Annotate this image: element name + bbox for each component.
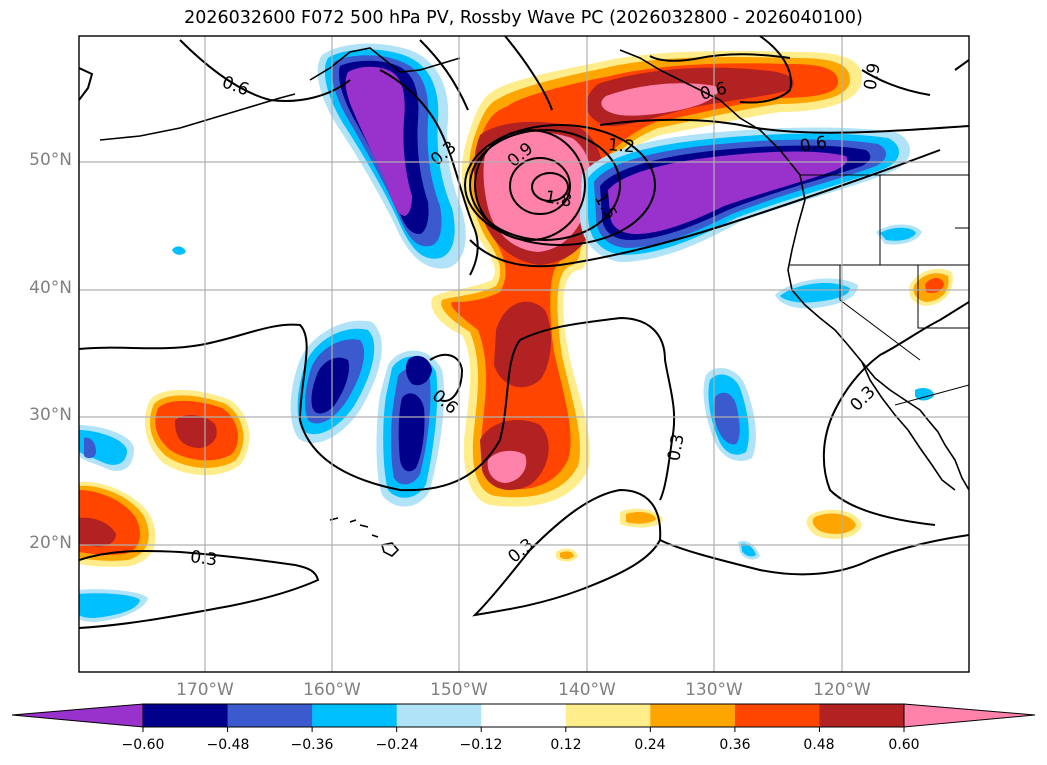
cool-anomaly-subtropical [79, 224, 934, 622]
contour-label: 1.2 [607, 135, 636, 157]
cool-anomaly-northwest [317, 43, 466, 269]
colorbar-tick-label: −0.48 [206, 737, 250, 753]
borders [790, 174, 969, 406]
colorbar-segment [819, 704, 905, 727]
lat-label-50n: 50°N [29, 150, 72, 170]
contour-label: 0.3 [504, 535, 538, 568]
colorbar-segment [227, 704, 313, 727]
colorbar-segment [734, 704, 820, 727]
colorbar-tick-label: 0.36 [719, 737, 751, 753]
lat-label-30n: 30°N [29, 405, 72, 425]
colorbar-segment [650, 704, 736, 727]
colorbar-tick-label: 0.12 [550, 737, 582, 753]
colorbar-extend-right [903, 703, 1036, 728]
map-frame [78, 35, 970, 673]
map-title: 2026032600 F072 500 hPa PV, Rossby Wave … [184, 8, 863, 28]
lon-label-160w: 160°W [303, 680, 361, 700]
contour-label: 1.8 [543, 187, 573, 211]
cool-anomaly-northeast [580, 127, 910, 262]
lon-label-130w: 130°W [685, 680, 743, 700]
contour-label: 0.3 [664, 432, 688, 462]
contour-label: 0.6 [219, 72, 251, 100]
colorbar-extend-left [11, 703, 144, 728]
lat-label-40n: 40°N [29, 278, 72, 298]
colorbar-tick-label: −0.12 [459, 737, 503, 753]
colorbar-tick-label: −0.36 [290, 737, 334, 753]
lon-label-150w: 150°W [430, 680, 488, 700]
colorbar-segment [565, 704, 651, 727]
lon-label-170w: 170°W [176, 680, 234, 700]
colorbar-tick-label: 0.48 [803, 737, 835, 753]
lat-label-20n: 20°N [29, 533, 72, 553]
colorbar [11, 703, 1036, 732]
colorbar-tick-label: −0.24 [375, 737, 419, 753]
coastlines [99, 47, 969, 557]
lon-label-120w: 120°W [813, 680, 871, 700]
lon-label-140w: 140°W [558, 680, 616, 700]
colorbar-segment [481, 704, 567, 727]
colorbar-segment [143, 704, 229, 727]
colorbar-segment [396, 704, 482, 727]
colorbar-segment [312, 704, 398, 727]
colorbar-tick-label: 0.24 [634, 737, 666, 753]
contour-label: 0.9 [860, 61, 884, 91]
contour-label: 0.3 [189, 547, 219, 571]
colorbar-tick-label: 0.60 [888, 737, 920, 753]
contour-label: 0.6 [798, 133, 828, 157]
warm-anomaly-subtropical [79, 268, 953, 567]
colorbar-tick-label: −0.60 [121, 737, 165, 753]
graticule [79, 36, 969, 672]
